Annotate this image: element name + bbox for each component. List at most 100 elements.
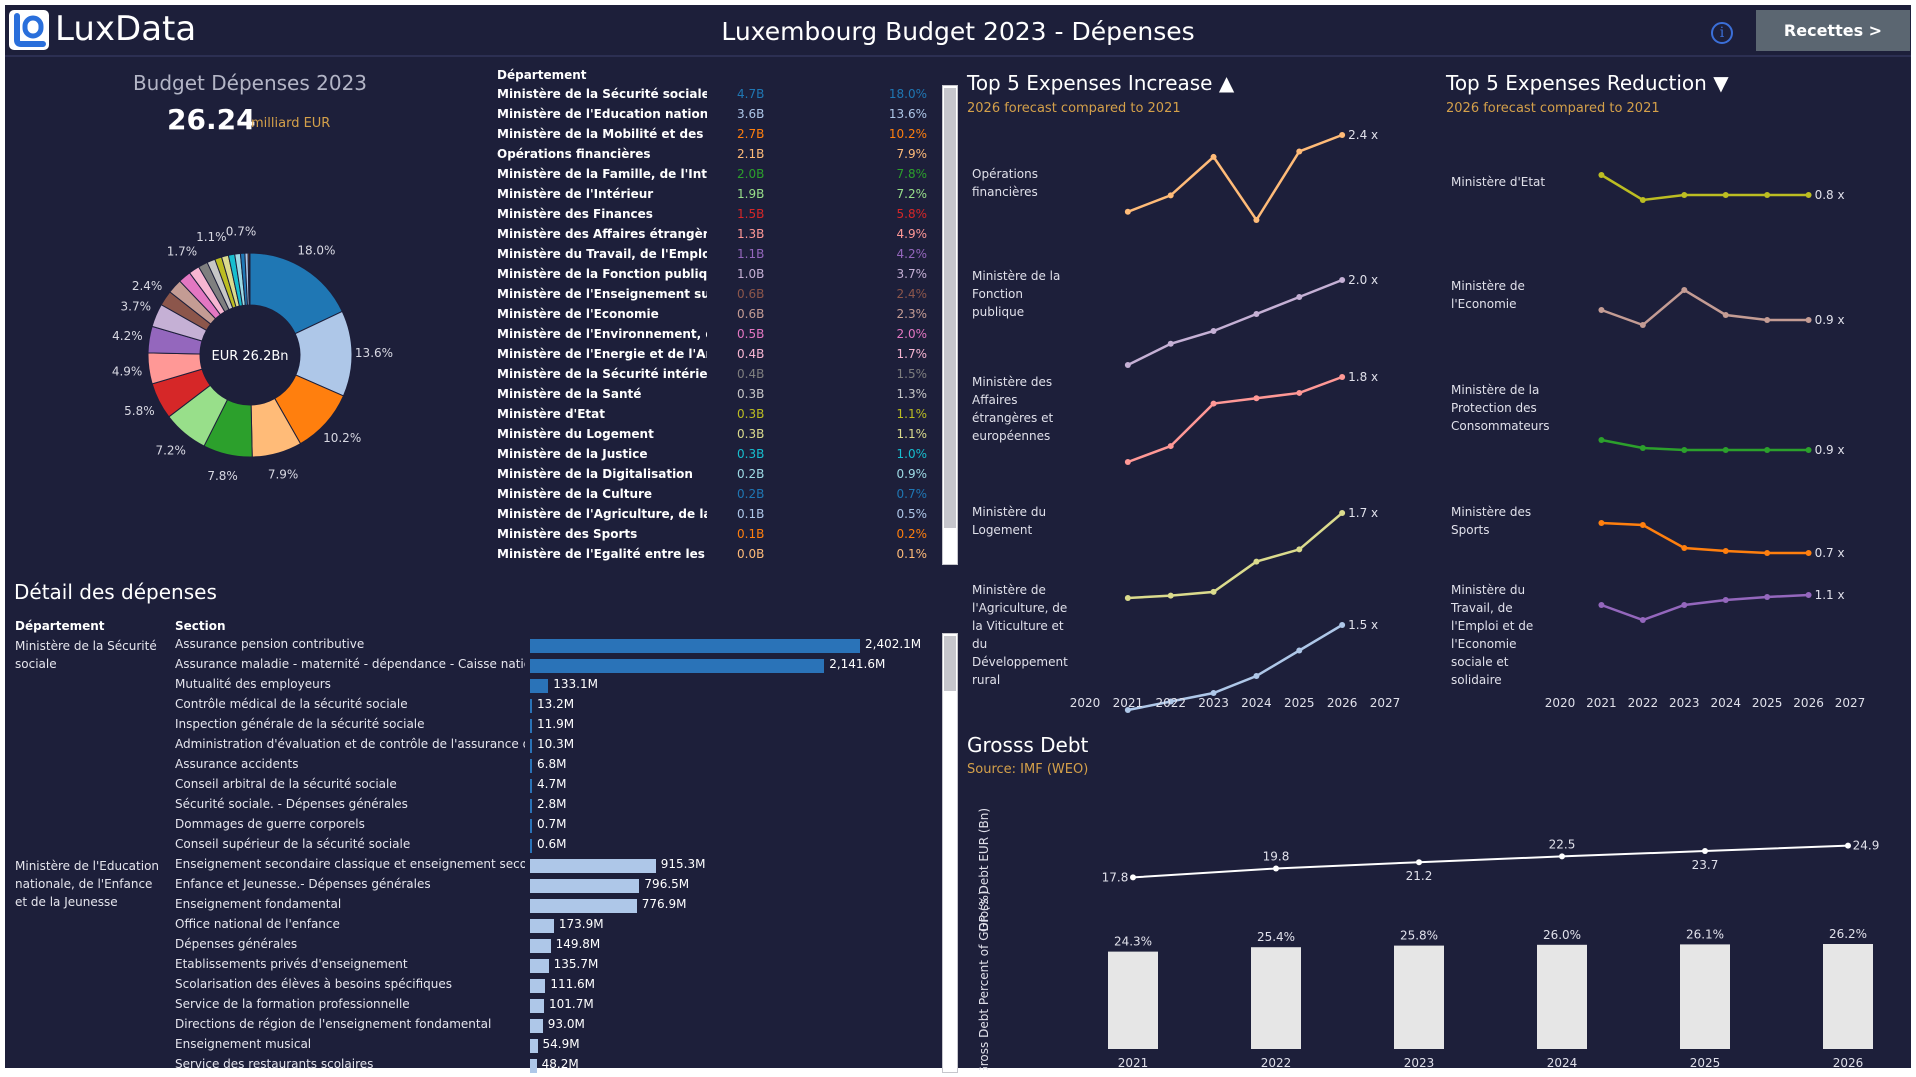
detail-row[interactable]: Enfance et Jeunesse.- Dépenses générales… xyxy=(175,877,935,897)
dept-row[interactable]: Ministère de l'Environnement, du .. 0.5B 2… xyxy=(497,327,937,347)
detail-row[interactable]: Service de la formation professionnelle 1… xyxy=(175,997,935,1017)
increase-chart: 2.4 x 2.0 x 1.8 x 1.7 x 1.5 x 2020 2021 2022 202… xyxy=(1070,128,1400,713)
section-name: Contrôle médical de la sécurité sociale xyxy=(175,697,408,711)
dept-row[interactable]: Ministère de l'Enseignement supé.. 0.6B 2.… xyxy=(497,287,937,307)
detail-row[interactable]: Assurance pension contributive 2,402.1M xyxy=(175,637,935,657)
detail-row[interactable]: Assurance accidents 6.8M xyxy=(175,757,935,777)
end-value-label: 0.9 x xyxy=(1815,443,1845,457)
dept-row[interactable]: Ministère des Sports 0.1B 0.2% xyxy=(497,527,937,547)
dept-row[interactable]: Ministère de la Santé 0.3B 1.3% xyxy=(497,387,937,407)
series-point xyxy=(1296,148,1303,155)
dept-row[interactable]: Ministère de l'Economie 0.6B 2.3% xyxy=(497,307,937,327)
series-point xyxy=(1253,395,1260,402)
dept-row[interactable]: Ministère de l'Egalité entre les Fe.. 0.0… xyxy=(497,547,937,567)
debt-bar xyxy=(1251,947,1301,1049)
row-label: Ministère de l'Agriculture, de la Viticu… xyxy=(972,583,1068,687)
detail-row[interactable]: Enseignement musical 54.9M xyxy=(175,1037,935,1057)
dept-row[interactable]: Ministère de la Famille, de l'Intégr.. 2.… xyxy=(497,167,937,187)
detail-row[interactable]: Administration d'évaluation et de contrô… xyxy=(175,737,935,757)
debt-x-label: 2026 xyxy=(1833,1056,1864,1070)
detail-row[interactable]: Directions de région de l'enseignement f… xyxy=(175,1017,935,1037)
recettes-button[interactable]: Recettes > xyxy=(1756,10,1910,51)
pie-slice-label: 3.7% xyxy=(121,300,152,314)
detail-row[interactable]: Conseil supérieur de la sécurité sociale… xyxy=(175,837,935,857)
dept-row[interactable]: Ministère de la Sécurité intérieure 0.4B 1… xyxy=(497,367,937,387)
series-point xyxy=(1210,690,1217,696)
series-line xyxy=(1127,512,1343,600)
dept-row[interactable]: Ministère de la Mobilité et des Tra.. 2.7… xyxy=(497,127,937,147)
debt-x-label: 2023 xyxy=(1404,1056,1435,1070)
dept-value: 0.4B xyxy=(737,367,765,381)
dept-row[interactable]: Ministère des Finances 1.5B 5.8% xyxy=(497,207,937,227)
series-point xyxy=(1167,340,1174,347)
section-name: Service des restaurants scolaires xyxy=(175,1057,374,1071)
luxdata-logo-icon xyxy=(9,10,49,50)
dept-name: Ministère de l'Agriculture, de la Vi.. xyxy=(497,507,707,521)
dept-name: Ministère de l'Egalité entre les Fe.. xyxy=(497,547,707,561)
dept-value: 1.9B xyxy=(737,187,765,201)
section-value: 133.1M xyxy=(553,677,598,691)
dept-value: 1.3B xyxy=(737,227,765,241)
dept-value: 2.1B xyxy=(737,147,765,161)
dept-row[interactable]: Ministère de l'Intérieur 1.9B 7.2% xyxy=(497,187,937,207)
dept-name: Ministère de la Famille, de l'Intégr.. xyxy=(497,167,707,181)
series-point xyxy=(1764,192,1771,198)
dept-row[interactable]: Ministère de l'Energie et de l'Amé.. 0.4B… xyxy=(497,347,937,367)
series-point xyxy=(1210,400,1217,407)
dept-row[interactable]: Ministère de l'Agriculture, de la Vi.. 0.… xyxy=(497,507,937,527)
dept-name: Ministère de l'Economie xyxy=(497,307,659,321)
dept-scrollbar[interactable] xyxy=(942,85,958,565)
dept-pct: 2.3% xyxy=(896,307,928,321)
dept-row[interactable]: Ministère des Affaires étrangères .. 1.3B… xyxy=(497,227,937,247)
detail-row[interactable]: Enseignement fondamental 776.9M xyxy=(175,897,935,917)
detail-row[interactable]: Dommages de guerre corporels 0.7M xyxy=(175,817,935,837)
x-tick-label: 2027 xyxy=(1835,696,1866,710)
detail-row[interactable]: Etablissements privés d'enseignement 135.… xyxy=(175,957,935,977)
detail-scrollbar[interactable] xyxy=(942,633,958,1073)
dept-scrollbar-thumb[interactable] xyxy=(944,88,956,528)
detail-row[interactable]: Dépenses générales 149.8M xyxy=(175,937,935,957)
detail-row[interactable]: Inspection générale de la sécurité socia… xyxy=(175,717,935,737)
dept-value: 4.7B xyxy=(737,87,765,101)
detail-row[interactable]: Contrôle médical de la sécurité sociale 1… xyxy=(175,697,935,717)
series-point xyxy=(1722,548,1729,554)
dept-row[interactable]: Ministère de la Digitalisation 0.2B 0.9% xyxy=(497,467,937,487)
detail-row[interactable]: Sécurité sociale. - Dépenses générales 2.… xyxy=(175,797,935,817)
debt-point xyxy=(1702,848,1708,855)
dept-row[interactable]: Opérations financières 2.1B 7.9% xyxy=(497,147,937,167)
debt-bar-label: 25.8% xyxy=(1400,929,1438,943)
dept-row[interactable]: Ministère de l'Education nationale.. 3.6B… xyxy=(497,107,937,127)
debt-point-label: 22.5 xyxy=(1549,837,1576,851)
dept-row[interactable]: Ministère de la Fonction publique 1.0B 3.7… xyxy=(497,267,937,287)
info-icon[interactable]: i xyxy=(1711,22,1733,44)
logo-text: LuxData xyxy=(55,9,197,49)
series-point xyxy=(1681,545,1688,551)
series-point xyxy=(1124,208,1131,215)
detail-dept-label: Ministère de la Sécurité sociale xyxy=(15,639,157,671)
dept-name: Ministère du Travail, de l'Emploi e.. xyxy=(497,247,707,261)
detail-row[interactable]: Assurance maladie - maternité - dépendan… xyxy=(175,657,935,677)
row-label: Ministère des Sports xyxy=(1451,505,1532,537)
header: LuxData Luxembourg Budget 2023 - Dépense… xyxy=(5,5,1911,55)
detail-row[interactable]: Service des restaurants scolaires 48.2M xyxy=(175,1057,935,1077)
dept-row[interactable]: Ministère de la Justice 0.3B 1.0% xyxy=(497,447,937,467)
detail-row[interactable]: Mutualité des employeurs 133.1M xyxy=(175,677,935,697)
series-point xyxy=(1764,594,1771,600)
detail-row[interactable]: Conseil arbitral de la sécurité sociale 4… xyxy=(175,777,935,797)
row-label: Ministère de la Fonction publique xyxy=(972,269,1061,319)
dept-row[interactable]: Ministère de la Sécurité sociale 4.7B 18.0… xyxy=(497,87,937,107)
detail-row[interactable]: Office national de l'enfance 173.9M xyxy=(175,917,935,937)
series-point xyxy=(1639,197,1646,203)
series-point xyxy=(1210,153,1217,160)
pie-slice-label: 1.1% xyxy=(196,230,227,244)
detail-row[interactable]: Enseignement secondaire classique et ens… xyxy=(175,857,935,877)
dept-row[interactable]: Ministère de la Culture 0.2B 0.7% xyxy=(497,487,937,507)
dept-row[interactable]: Ministère du Travail, de l'Emploi e.. 1.1… xyxy=(497,247,937,267)
dept-row[interactable]: Ministère du Logement 0.3B 1.1% xyxy=(497,427,937,447)
detail-scrollbar-thumb[interactable] xyxy=(944,636,956,691)
dept-pct: 0.5% xyxy=(896,507,928,521)
detail-row[interactable]: Scolarisation des élèves à besoins spéci… xyxy=(175,977,935,997)
dept-row[interactable]: Ministère d'Etat 0.3B 1.1% xyxy=(497,407,937,427)
section-value: 93.0M xyxy=(547,1017,585,1031)
section-bar xyxy=(530,1059,537,1073)
